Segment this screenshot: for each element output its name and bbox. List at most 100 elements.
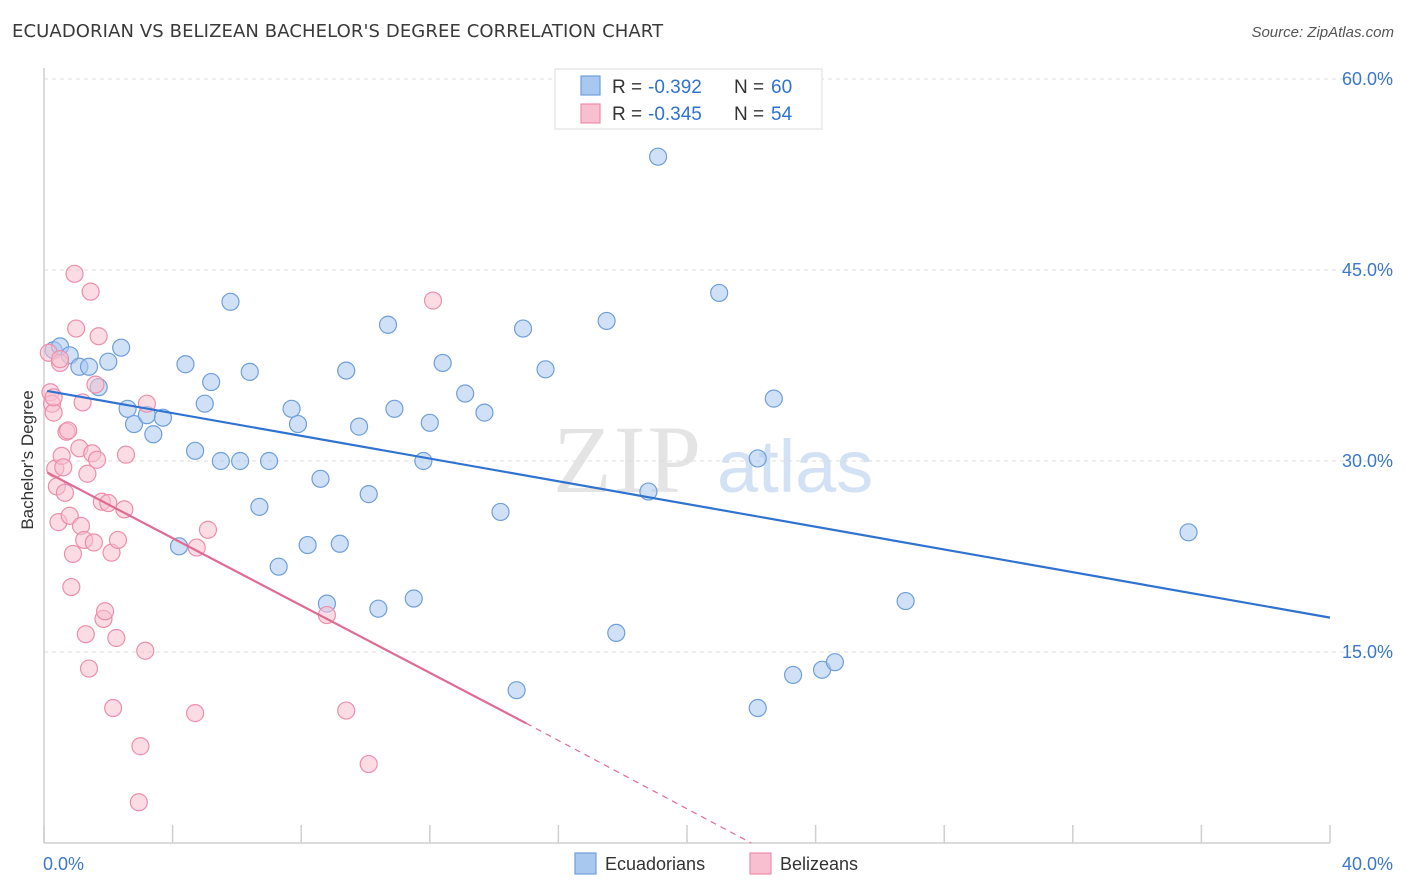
point-belizeans-51 (423, 291, 443, 310)
legend-n-value-ecuadorians: 60 (771, 77, 792, 98)
point-ecuadorians-57 (825, 653, 844, 672)
point-belizeans-23 (78, 464, 97, 483)
point-belizeans-24 (79, 659, 99, 678)
point-ecuadorians-52 (748, 698, 767, 718)
point-ecuadorians-20 (231, 451, 250, 471)
point-ecuadorians-16 (195, 394, 214, 413)
point-ecuadorians-22 (250, 497, 269, 516)
point-belizeans-50 (359, 754, 378, 774)
point-ecuadorians-26 (288, 414, 308, 434)
point-belizeans-33 (95, 602, 115, 621)
point-ecuadorians-9 (124, 414, 144, 434)
point-ecuadorians-11 (144, 425, 163, 444)
legend-swatch-ecuadorians (580, 75, 601, 96)
point-ecuadorians-33 (359, 485, 378, 504)
point-ecuadorians-43 (491, 502, 510, 522)
point-ecuadorians-12 (153, 408, 173, 427)
point-ecuadorians-58 (896, 591, 915, 611)
x-tick-label-0: 0.0% (43, 854, 84, 874)
legend-r-value-ecuadorians: -0.392 (648, 77, 702, 98)
point-belizeans-15 (63, 544, 83, 564)
y-tick-label-0: 15.0% (1342, 642, 1393, 662)
y-tick-label-2: 45.0% (1342, 260, 1393, 280)
trend-lines (46, 389, 1331, 844)
point-belizeans-14 (62, 577, 81, 597)
point-belizeans-28 (86, 375, 105, 394)
point-ecuadorians-6 (99, 352, 118, 371)
point-ecuadorians-41 (456, 384, 475, 403)
point-ecuadorians-36 (385, 399, 404, 418)
point-ecuadorians-46 (536, 360, 555, 379)
bottom-legend-label-belizeans: Belizeans (780, 854, 858, 874)
point-ecuadorians-53 (748, 449, 767, 468)
point-belizeans-29 (87, 450, 107, 469)
point-ecuadorians-8 (118, 399, 137, 418)
point-belizeans-10 (55, 483, 74, 502)
point-ecuadorians-23 (259, 451, 279, 471)
point-ecuadorians-4 (79, 357, 99, 376)
x-tick-labels: 0.0% 40.0% (43, 854, 1393, 874)
bottom-legend-label-ecuadorians: Ecuadorians (605, 854, 705, 874)
point-ecuadorians-32 (349, 417, 369, 436)
legend-r-label-ecuadorians: R = (612, 77, 642, 98)
point-ecuadorians-14 (176, 355, 195, 374)
point-ecuadorians-39 (420, 413, 439, 432)
x-tick-label-1: 40.0% (1342, 854, 1393, 874)
point-ecuadorians-30 (330, 534, 349, 553)
point-ecuadorians-25 (282, 399, 301, 418)
data-points (39, 147, 1198, 812)
stats-legend: R = -0.392 N = 60 R = -0.345 N = 54 (554, 68, 823, 130)
legend-r-label-belizeans: R = (612, 104, 642, 125)
point-ecuadorians-42 (475, 403, 494, 422)
point-belizeans-36 (104, 698, 123, 718)
point-ecuadorians-28 (311, 469, 330, 488)
trend-line-ecuadorians (47, 389, 1331, 619)
point-belizeans-40 (116, 445, 136, 464)
y-tick-label-3: 60.0% (1342, 69, 1393, 89)
point-ecuadorians-17 (202, 372, 221, 392)
series-legend: Ecuadorians Belizeans (574, 852, 858, 875)
point-ecuadorians-18 (211, 451, 230, 471)
point-ecuadorians-40 (433, 353, 452, 373)
point-ecuadorians-54 (764, 389, 783, 408)
point-belizeans-45 (186, 704, 205, 723)
point-ecuadorians-35 (378, 315, 398, 334)
point-belizeans-25 (81, 282, 100, 301)
point-belizeans-53 (50, 350, 70, 369)
point-belizeans-22 (76, 625, 95, 644)
bottom-legend-swatch-ecuadorians (574, 852, 597, 875)
chart-source: Source: ZipAtlas.com (1251, 24, 1394, 41)
point-ecuadorians-48 (607, 623, 626, 643)
point-ecuadorians-7 (112, 338, 131, 357)
trend-line-belizeans (46, 471, 527, 725)
legend-n-label-ecuadorians: N = (734, 77, 764, 98)
point-belizeans-42 (129, 793, 148, 812)
watermark-atlas: atlas (717, 425, 873, 508)
chart-title: ECUADORIAN VS BELIZEAN BACHELOR'S DEGREE… (12, 21, 664, 42)
legend-r-value-belizeans: -0.345 (648, 104, 702, 125)
point-belizeans-38 (108, 530, 128, 550)
point-belizeans-41 (131, 737, 150, 756)
point-ecuadorians-49 (648, 147, 668, 166)
point-ecuadorians-34 (369, 599, 388, 618)
point-ecuadorians-19 (221, 292, 240, 311)
point-belizeans-34 (99, 493, 118, 513)
point-belizeans-43 (136, 641, 155, 660)
trend-line-extension-belizeans (525, 722, 752, 844)
point-ecuadorians-59 (1179, 523, 1198, 542)
point-ecuadorians-45 (513, 319, 533, 338)
y-tick-labels: 15.0% 30.0% 45.0% 60.0% (1342, 69, 1393, 662)
point-ecuadorians-31 (337, 361, 356, 380)
point-ecuadorians-47 (597, 311, 616, 331)
point-ecuadorians-44 (507, 681, 526, 700)
watermark-zip: ZIP (553, 406, 703, 513)
point-belizeans-9 (54, 458, 73, 477)
point-belizeans-27 (84, 533, 103, 552)
point-ecuadorians-38 (414, 451, 433, 471)
point-belizeans-12 (59, 421, 78, 440)
bottom-legend-swatch-belizeans (749, 852, 772, 875)
point-ecuadorians-24 (269, 557, 288, 576)
legend-n-label-belizeans: N = (734, 104, 764, 125)
point-belizeans-49 (337, 701, 356, 720)
